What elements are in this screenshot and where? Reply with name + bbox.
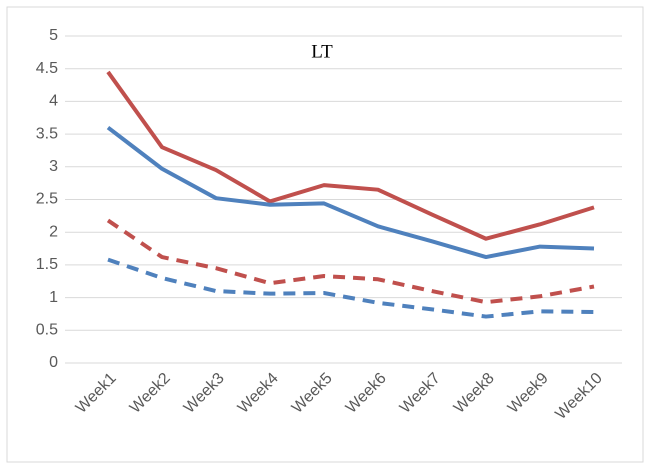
y-tick-label: 3 — [49, 158, 58, 175]
y-tick-label: 1.5 — [36, 256, 58, 273]
chart-border — [6, 6, 644, 463]
chart-title: LT — [311, 41, 333, 62]
series-line — [106, 125, 595, 260]
y-tick-label: 1 — [49, 289, 58, 306]
y-tick-label: 4.5 — [36, 60, 58, 77]
y-tick-label: 0 — [49, 354, 58, 371]
series-line — [106, 70, 595, 241]
y-tick-label: 2 — [49, 223, 58, 240]
y-tick-label: 3.5 — [36, 125, 58, 142]
series-line — [106, 218, 595, 305]
y-tick-label: 2.5 — [36, 191, 58, 208]
y-tick-label: 0.5 — [36, 322, 58, 339]
series-line — [107, 257, 595, 319]
y-tick-label: 5 — [49, 27, 58, 44]
y-tick-label: 4 — [49, 93, 58, 110]
